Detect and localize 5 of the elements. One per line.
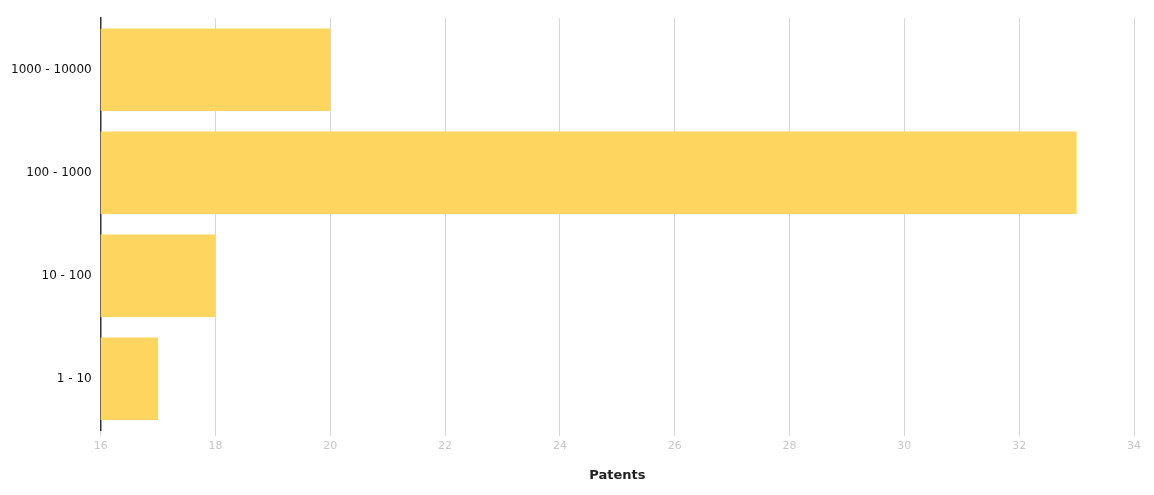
y-tick-label: 1000 - 10000 xyxy=(11,61,92,76)
y-tick-label: 100 - 1000 xyxy=(26,164,92,179)
y-tick-label: 10 - 100 xyxy=(41,267,92,282)
x-axis-title: Patents xyxy=(589,466,646,482)
y-tick-label: 1 - 10 xyxy=(56,370,92,385)
